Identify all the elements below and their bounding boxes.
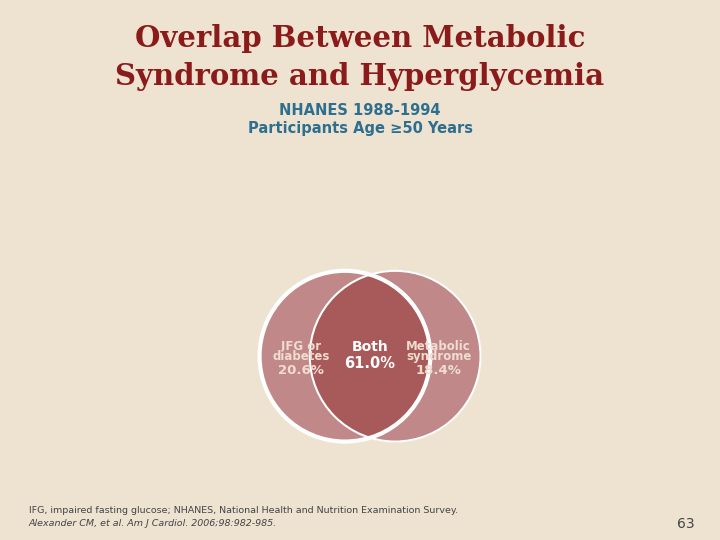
Text: 63: 63 [678,517,695,531]
Text: 20.6%: 20.6% [279,364,324,377]
Text: Participants Age ≥50 Years: Participants Age ≥50 Years [248,122,472,137]
Circle shape [310,271,480,442]
Circle shape [260,271,431,442]
Text: diabetes: diabetes [273,350,330,363]
Text: Metabolic: Metabolic [406,340,471,353]
Text: Syndrome and Hyperglycemia: Syndrome and Hyperglycemia [115,62,605,91]
Text: 61.0%: 61.0% [345,356,395,371]
Text: syndrome: syndrome [406,350,472,363]
Text: 18.4%: 18.4% [415,364,462,377]
Text: Alexander CM, et al. Am J Cardiol. 2006;98:982-985.: Alexander CM, et al. Am J Cardiol. 2006;… [29,519,277,528]
Polygon shape [310,274,431,438]
Text: Overlap Between Metabolic: Overlap Between Metabolic [135,24,585,53]
Text: NHANES 1988-1994: NHANES 1988-1994 [279,103,441,118]
Text: IFG or: IFG or [282,340,321,353]
Text: Both: Both [351,340,388,354]
Text: IFG, impaired fasting glucose; NHANES, National Health and Nutrition Examination: IFG, impaired fasting glucose; NHANES, N… [29,506,458,515]
